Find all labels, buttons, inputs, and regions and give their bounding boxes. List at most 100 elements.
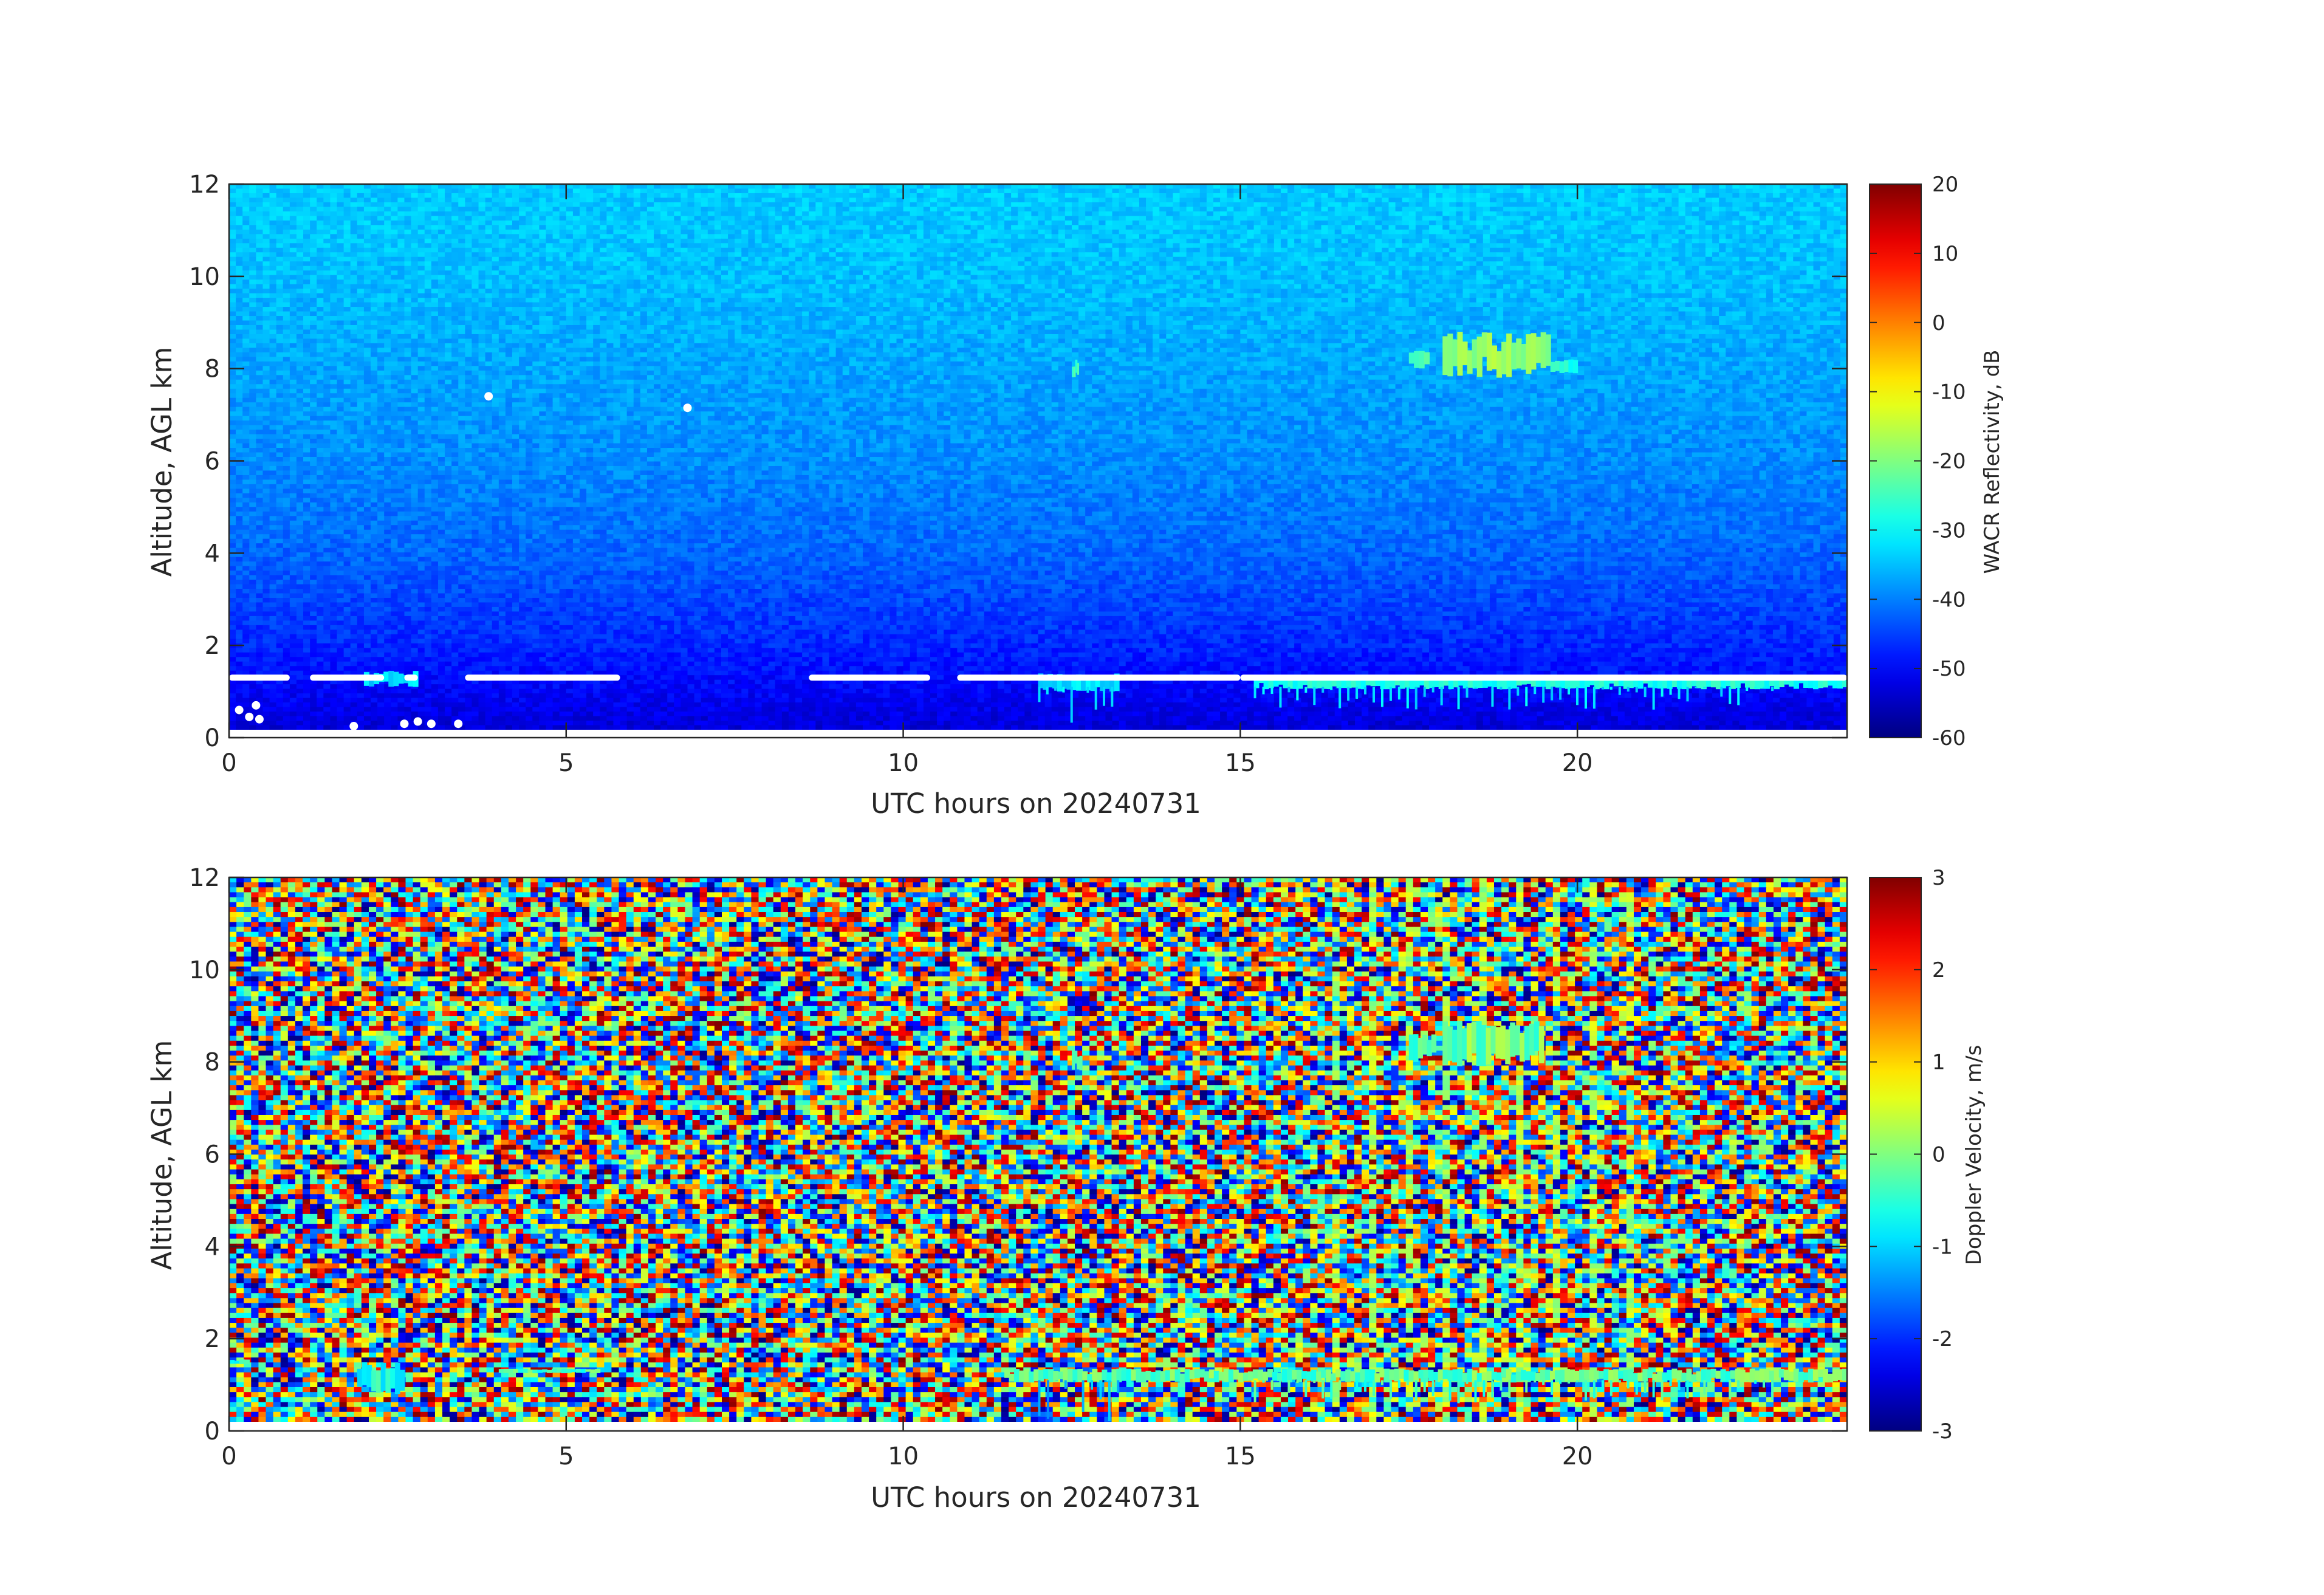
reflectivity-cell <box>620 216 628 221</box>
reflectivity-cell <box>1537 188 1544 193</box>
reflectivity-cell <box>667 207 674 211</box>
reflectivity-cell <box>1510 207 1517 211</box>
reflectivity-cell <box>1133 211 1140 216</box>
reflectivity-cell <box>869 221 877 225</box>
reflectivity-cell <box>829 193 837 198</box>
reflectivity-cell <box>978 221 985 225</box>
reflectivity-cell <box>1220 221 1227 225</box>
reflectivity-cell <box>1287 211 1295 216</box>
reflectivity-cell <box>1436 202 1443 207</box>
reflectivity-cell <box>1571 211 1578 216</box>
reflectivity-cell <box>479 193 486 198</box>
reflectivity-cell <box>930 211 937 216</box>
reflectivity-cell <box>1133 188 1140 193</box>
reflectivity-cell <box>1739 197 1746 202</box>
reflectivity-cell <box>889 211 897 216</box>
reflectivity-cell <box>303 207 310 211</box>
reflectivity-cell <box>1240 197 1247 202</box>
reflectivity-cell <box>479 216 486 221</box>
reflectivity-cell <box>991 216 998 221</box>
reflectivity-cell <box>1544 193 1551 198</box>
reflectivity-cell <box>1119 202 1126 207</box>
reflectivity-cell <box>384 197 391 202</box>
reflectivity-cell <box>1726 193 1733 198</box>
reflectivity-cell <box>1396 202 1403 207</box>
reflectivity-cell <box>1368 193 1376 198</box>
reflectivity-cell <box>471 216 479 221</box>
reflectivity-cell <box>984 207 992 211</box>
reflectivity-cell <box>694 221 702 225</box>
reflectivity-cell <box>930 202 937 207</box>
reflectivity-cell <box>1402 216 1410 221</box>
reflectivity-cell <box>1422 197 1430 202</box>
reflectivity-cell <box>762 207 769 211</box>
reflectivity-cell <box>1793 216 1800 221</box>
reflectivity-cell <box>290 188 297 193</box>
reflectivity-cell <box>809 211 816 216</box>
reflectivity-cell <box>1342 193 1349 198</box>
reflectivity-cell <box>1503 202 1510 207</box>
reflectivity-cell <box>1820 211 1828 216</box>
reflectivity-cell <box>715 207 722 211</box>
reflectivity-cell <box>1429 202 1436 207</box>
reflectivity-cell <box>465 193 472 198</box>
reflectivity-cell <box>606 188 614 193</box>
reflectivity-cell <box>465 197 472 202</box>
reflectivity-cell <box>667 193 674 198</box>
reflectivity-cell <box>1705 216 1713 221</box>
reflectivity-cell <box>1416 216 1423 221</box>
reflectivity-cell <box>667 211 674 216</box>
reflectivity-cell <box>411 202 419 207</box>
reflectivity-cell <box>1362 193 1369 198</box>
reflectivity-cell <box>978 202 985 207</box>
reflectivity-cell <box>580 207 587 211</box>
reflectivity-cell <box>1530 211 1537 216</box>
reflectivity-cell <box>789 188 796 193</box>
reflectivity-cell <box>1645 197 1652 202</box>
reflectivity-cell <box>512 207 519 211</box>
reflectivity-cell <box>1335 202 1342 207</box>
reflectivity-cell <box>1442 211 1450 216</box>
reflectivity-cell <box>802 202 809 207</box>
reflectivity-cell <box>1139 193 1147 198</box>
reflectivity-cell <box>849 197 857 202</box>
reflectivity-cell <box>249 221 256 225</box>
reflectivity-cell <box>957 197 964 202</box>
reflectivity-cell <box>1827 202 1834 207</box>
reflectivity-cell <box>357 193 365 198</box>
reflectivity-cell <box>276 216 284 221</box>
reflectivity-cell <box>1422 202 1430 207</box>
reflectivity-cell <box>1227 188 1234 193</box>
reflectivity-cell <box>1038 216 1046 221</box>
reflectivity-cell <box>984 197 992 202</box>
reflectivity-cell <box>1753 197 1760 202</box>
reflectivity-cell <box>1597 216 1605 221</box>
reflectivity-cell <box>560 202 567 207</box>
reflectivity-cell <box>1058 216 1066 221</box>
reflectivity-cell <box>613 216 620 221</box>
reflectivity-cell <box>303 188 310 193</box>
reflectivity-cell <box>397 193 405 198</box>
reflectivity-cell <box>573 207 580 211</box>
reflectivity-cell <box>876 202 883 207</box>
reflectivity-cell <box>337 207 344 211</box>
reflectivity-cell <box>364 207 371 211</box>
reflectivity-cell <box>600 216 607 221</box>
reflectivity-cell <box>526 197 533 202</box>
reflectivity-cell <box>303 202 310 207</box>
reflectivity-cell <box>1597 207 1605 211</box>
reflectivity-cell <box>1638 216 1645 221</box>
reflectivity-cell <box>1045 221 1052 225</box>
reflectivity-cell <box>1422 193 1430 198</box>
reflectivity-cell <box>1658 188 1665 193</box>
reflectivity-cell <box>1342 207 1349 211</box>
reflectivity-cell <box>1806 197 1814 202</box>
reflectivity-cell <box>1112 211 1120 216</box>
reflectivity-cell <box>782 197 789 202</box>
reflectivity-cell <box>458 193 465 198</box>
reflectivity-cell <box>499 193 506 198</box>
reflectivity-cell <box>1173 211 1180 216</box>
reflectivity-cell <box>1530 216 1537 221</box>
reflectivity-cell <box>1274 193 1281 198</box>
reflectivity-cell <box>1672 202 1679 207</box>
